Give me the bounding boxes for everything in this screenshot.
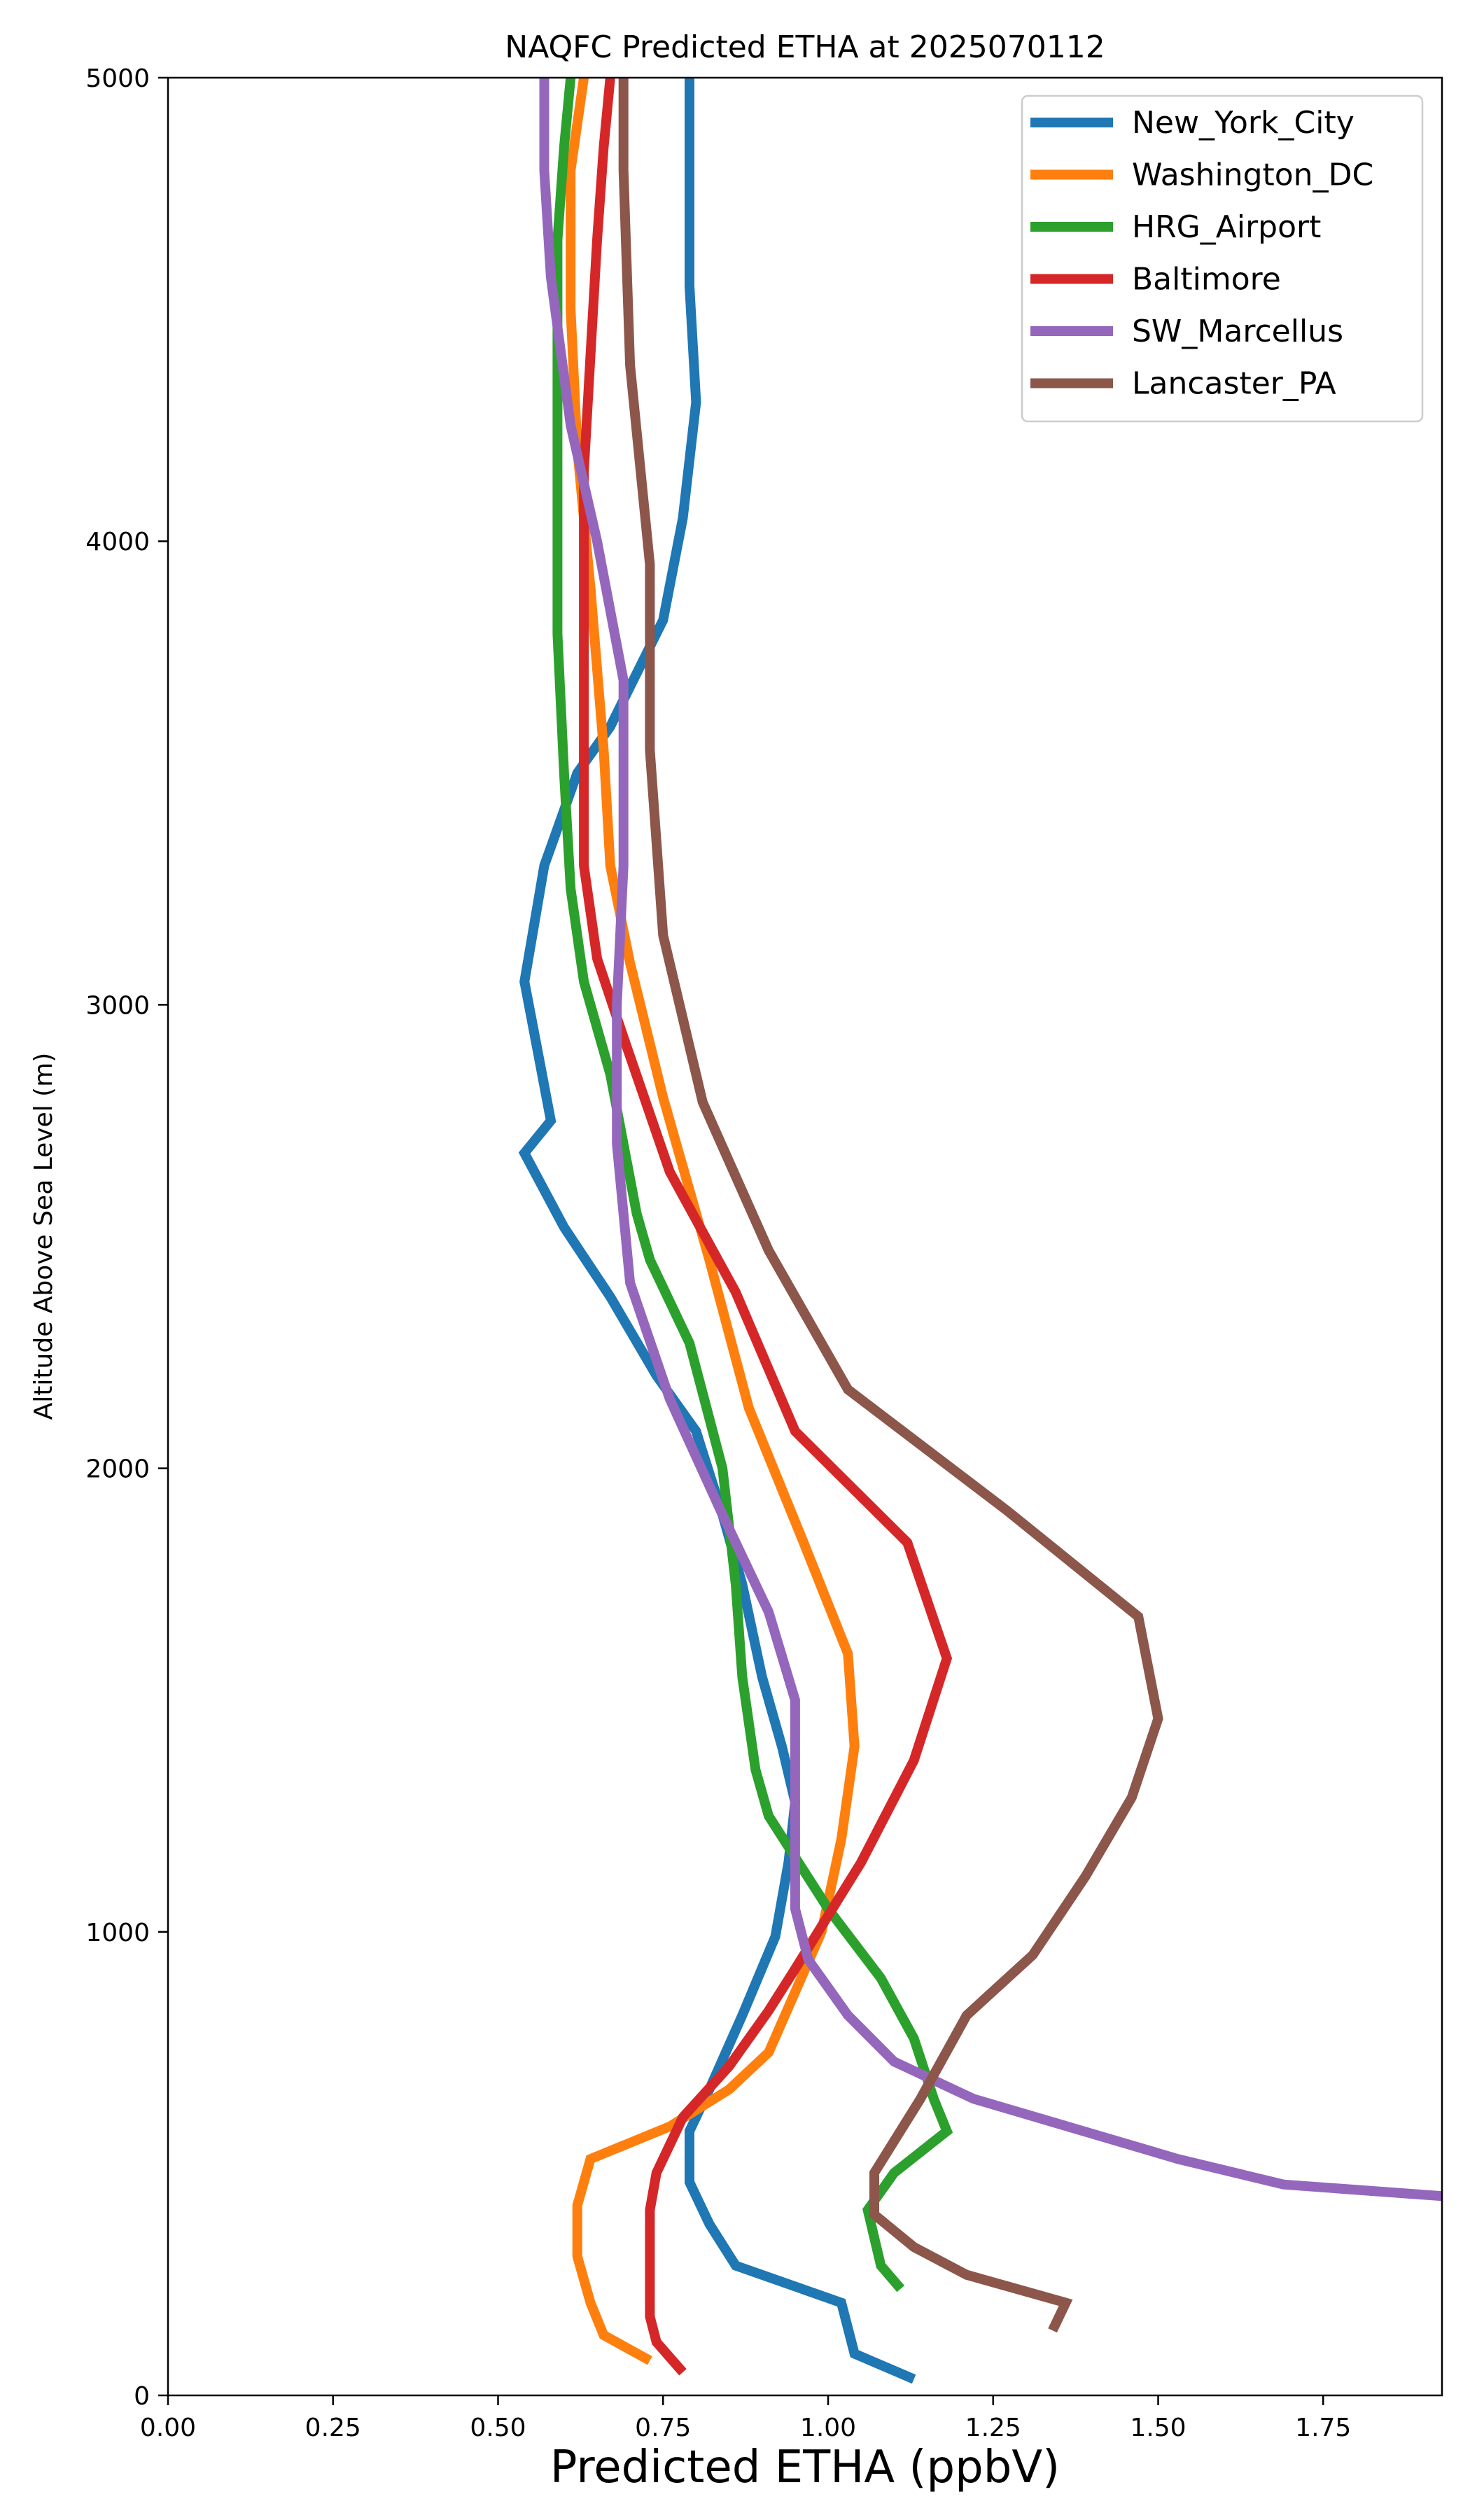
legend-box — [1021, 94, 1424, 423]
y-tick-label: 4000 — [85, 528, 150, 556]
y-tick-label: 1000 — [85, 1919, 150, 1947]
x-axis-title: Predicted ETHA (ppbV) — [550, 2442, 1060, 2493]
legend-label: Washington_DC — [1132, 158, 1373, 193]
y-tick-label: 3000 — [85, 991, 150, 1020]
y-axis: 0 1000 2000 3000 4000 5000 — [85, 64, 168, 2411]
y-tick-label: 2000 — [85, 1455, 150, 1484]
chart-title: NAQFC Predicted ETHA at 2025070112 — [505, 29, 1105, 65]
legend-label: New_York_City — [1132, 105, 1354, 141]
legend-label: Lancaster_PA — [1132, 366, 1336, 402]
y-axis-title: Altitude Above Sea Level (m) — [29, 1053, 58, 1420]
legend-label: Baltimore — [1132, 262, 1281, 298]
x-tick-label: 1.50 — [1130, 2414, 1186, 2442]
x-tick-label: 1.25 — [965, 2414, 1021, 2442]
x-tick-label: 0.25 — [305, 2414, 361, 2442]
x-tick-label: 1.00 — [800, 2414, 856, 2442]
x-tick-label: 0.00 — [140, 2414, 196, 2442]
x-tick-label: 1.75 — [1295, 2414, 1351, 2442]
series-lines — [518, 78, 1442, 2384]
series-line-lancaster-pa — [618, 78, 1163, 2333]
legend-label: SW_Marcellus — [1132, 314, 1343, 349]
legend-label: HRG_Airport — [1132, 209, 1321, 245]
series-line-baltimore — [579, 78, 953, 2376]
series-line-washington-dc — [566, 78, 860, 2365]
plot-area — [518, 78, 1442, 2384]
x-axis: 0.00 0.25 0.50 0.75 1.00 1.25 1.50 1.75 — [140, 2395, 1351, 2442]
plot-frame — [167, 76, 1443, 2397]
y-tick-label: 0 — [134, 2382, 150, 2411]
x-tick-label: 0.50 — [470, 2414, 526, 2442]
legend: New_York_City Washington_DC HRG_Airport Bal… — [1021, 94, 1424, 423]
series-line-hrg-airport — [552, 78, 953, 2292]
x-tick-label: 0.75 — [635, 2414, 691, 2442]
y-tick-label: 5000 — [85, 64, 150, 93]
series-line-sw-marcellus — [539, 78, 1442, 2202]
